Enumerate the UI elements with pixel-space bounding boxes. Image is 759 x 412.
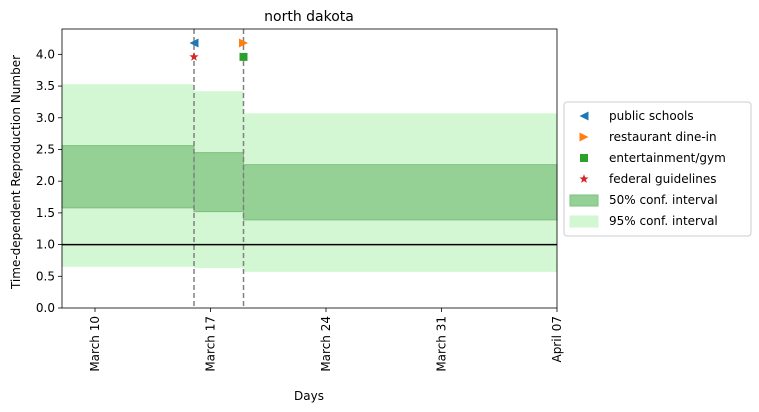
legend: public schools restaurant dine-in entertai… xyxy=(563,101,752,237)
legend-swatch-federal-guidelines xyxy=(579,174,589,183)
plot-area-frame xyxy=(61,28,558,309)
y-tick-label-5: 2.0 xyxy=(36,174,55,188)
x-tick-label-2: March 17 xyxy=(204,316,218,372)
x-tick-label-3: March 24 xyxy=(319,316,333,372)
y-tick-label-1: 0.0 xyxy=(36,301,55,315)
legend-swatch-50-conf-interval xyxy=(569,194,599,207)
legend-label-federal-guidelines: federal guidelines xyxy=(609,172,717,186)
x-axis-label: Days xyxy=(294,389,324,403)
y-axis: 0.0 0.5 1.0 1.5 2.0 2.5 3.0 3.5 4.0 xyxy=(36,47,62,315)
y-tick-label-3: 1.0 xyxy=(36,238,55,252)
y-axis-label: Time-dependent Reproduction Number xyxy=(9,55,23,290)
legend-swatch-restaurant-dine-in xyxy=(579,132,589,142)
marker-public-schools xyxy=(189,38,199,48)
legend-label-50-conf-interval: 50% conf. interval xyxy=(609,193,718,207)
confidence-bands xyxy=(61,84,558,272)
marker-federal-guidelines xyxy=(189,52,199,61)
y-tick-label-7: 3.0 xyxy=(36,111,55,125)
chart-title: north dakota xyxy=(264,9,354,25)
y-tick-label-2: 0.5 xyxy=(36,269,55,283)
legend-label-public-schools: public schools xyxy=(609,109,694,123)
intervention-markers xyxy=(189,38,248,61)
legend-swatch-public-schools xyxy=(579,111,589,121)
x-tick-label-4: March 31 xyxy=(435,316,449,372)
x-tick-label-1: March 10 xyxy=(88,316,102,372)
ci50-band-2 xyxy=(193,152,244,213)
marker-restaurant-dine-in xyxy=(239,38,248,48)
x-axis: March 10 March 17 March 24 March 31 April 07 xyxy=(88,308,564,372)
y-tick-label-6: 2.5 xyxy=(36,142,55,156)
legend-swatch-entertainment-gym xyxy=(580,154,588,162)
ci50-band-1 xyxy=(61,145,195,209)
y-tick-label-8: 3.5 xyxy=(36,79,55,93)
legend-label-95-conf-interval: 95% conf. interval xyxy=(609,214,718,228)
legend-box xyxy=(563,101,752,237)
x-tick-label-5: April 07 xyxy=(550,316,564,363)
y-tick-label-9: 4.0 xyxy=(36,47,55,61)
legend-label-restaurant-dine-in: restaurant dine-in xyxy=(609,130,717,144)
legend-label-entertainment-gym: entertainment/gym xyxy=(609,151,726,165)
legend-swatch-95-conf-interval xyxy=(569,215,599,228)
marker-entertainment-gym xyxy=(239,52,248,61)
intervention-lines xyxy=(193,29,245,308)
ci50-band-3 xyxy=(243,164,558,221)
y-tick-label-4: 1.5 xyxy=(36,206,55,220)
